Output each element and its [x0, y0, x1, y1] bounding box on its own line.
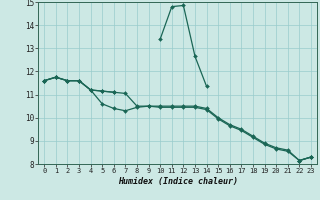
X-axis label: Humidex (Indice chaleur): Humidex (Indice chaleur) — [118, 177, 238, 186]
